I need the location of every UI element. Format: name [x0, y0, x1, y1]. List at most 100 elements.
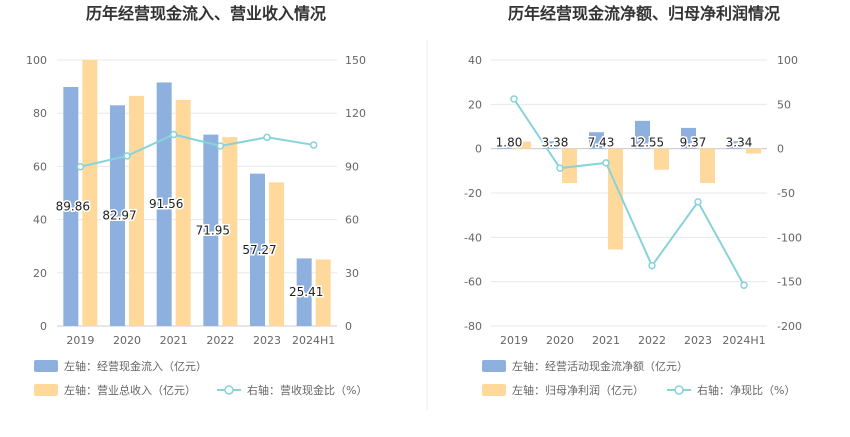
legend-swatch-a [34, 360, 58, 372]
y-right-tick-label: 90 [345, 160, 359, 173]
data-label: 57.27 [242, 243, 276, 257]
data-label: 3.38 [542, 136, 569, 150]
y-left-tick-label: 100 [26, 54, 47, 67]
bar-series-a [110, 105, 125, 326]
bar-series-a [203, 134, 219, 326]
line-point [510, 95, 518, 103]
y-right-tick-label: -50 [777, 187, 795, 200]
legend-label: 左轴：经营现金流入（亿元） [64, 359, 207, 373]
line-point [309, 141, 318, 149]
legend-swatch-b [482, 384, 506, 396]
line-point [648, 261, 656, 270]
line-point [602, 159, 610, 167]
bar-series-a [635, 120, 650, 149]
bar-series-a [497, 144, 512, 149]
y-left-tick-label: -60 [464, 276, 482, 289]
y-left-tick-label: 20 [468, 98, 482, 111]
y-right-tick-label: -150 [777, 276, 802, 289]
x-tick-label: 2023 [684, 334, 712, 347]
legend-label: 左轴：营业总收入（亿元） [64, 383, 196, 397]
legend-swatch-point [224, 385, 234, 395]
bar-series-b [82, 60, 98, 326]
y-left-tick-label: 0 [40, 320, 47, 333]
legend-swatch-point [674, 385, 684, 395]
bar-series-b [516, 141, 531, 149]
y-left-tick-label: 40 [33, 214, 47, 227]
y-right-tick-label: 30 [345, 267, 359, 280]
data-label: 7.43 [588, 136, 615, 150]
chart-title: 历年经营现金流净额、归母净利润情况 [508, 4, 780, 23]
y-right-tick-label: 60 [345, 214, 359, 227]
legend-swatch-b [34, 384, 58, 396]
data-label: 12.55 [630, 136, 664, 150]
legend: 左轴：经营活动现金流净额（亿元） 左轴：归母净利润（亿元） 右轴：净现比（%） [482, 359, 795, 397]
data-label: 3.34 [726, 136, 753, 150]
bar-series-a [681, 127, 696, 149]
y-right-tick-label: 0 [345, 320, 352, 333]
x-tick-label: 2022 [638, 334, 666, 347]
bar-series-a [250, 173, 265, 326]
bar-series-b [746, 148, 761, 154]
line-point [263, 133, 271, 142]
x-tick-label: 2021 [592, 334, 620, 347]
line-point [76, 163, 85, 171]
line-point [216, 142, 225, 150]
bar-series-b [175, 99, 191, 327]
bar-series-a [156, 82, 172, 326]
data-label: 82.97 [102, 209, 136, 223]
line-point [556, 164, 564, 172]
line-point [740, 281, 748, 289]
x-tick-label: 2020 [546, 334, 574, 347]
series-line [80, 133, 314, 168]
data-label: 91.56 [149, 197, 183, 211]
data-label: 1.80 [496, 136, 523, 150]
data-label: 9.37 [680, 136, 707, 150]
x-tick-label: 2022 [206, 334, 234, 347]
y-right-tick-label: 150 [345, 54, 366, 67]
line-point [123, 152, 131, 160]
y-right-tick-label: -100 [777, 231, 802, 244]
y-right-tick-label: 120 [345, 107, 366, 120]
bar-series-b [315, 259, 331, 326]
x-tick-label: 2024H1 [722, 334, 765, 347]
legend-label: 左轴：归母净利润（亿元） [512, 383, 644, 397]
y-left-tick-label: 40 [468, 54, 482, 67]
bar-series-a [296, 258, 312, 326]
x-tick-label: 2023 [253, 334, 281, 347]
y-left-tick-label: 0 [475, 143, 482, 156]
data-label: 89.86 [56, 199, 90, 213]
x-tick-label: 2021 [160, 334, 188, 347]
y-right-tick-label: 100 [777, 54, 798, 67]
bar-series-a [543, 141, 558, 149]
x-tick-label: 2020 [113, 334, 141, 347]
bar-series-b [269, 182, 284, 326]
legend-swatch-a [482, 360, 506, 372]
bar-series-b [562, 148, 577, 184]
chart-title: 历年经营现金流入、营业收入情况 [86, 4, 326, 23]
legend: 左轴：经营现金流入（亿元） 左轴：营业总收入（亿元） 右轴：营收现金比（%） [34, 359, 367, 397]
bar-series-b [608, 148, 623, 250]
x-tick-label: 2019 [66, 334, 94, 347]
legend-label: 左轴：经营活动现金流净额（亿元） [512, 359, 688, 373]
y-left-tick-label: -20 [464, 187, 482, 200]
bar-series-b [700, 148, 715, 184]
data-label: 71.95 [196, 223, 230, 237]
data-label: 25.41 [289, 285, 323, 299]
line-point [694, 198, 702, 206]
chart-2: 历年经营现金流净额、归母净利润情况-80-60-40-2002040-200-1… [464, 4, 802, 397]
y-left-tick-label: 80 [33, 107, 47, 120]
chart-1: 历年经营现金流入、营业收入情况 0 20 40 60 80 100 0 30 60 90 120 150… [26, 4, 367, 397]
bar-series-a [63, 86, 79, 326]
line-point [169, 130, 178, 139]
bar-series-b [654, 148, 669, 170]
legend-label: 右轴：营收现金比（%） [247, 383, 367, 397]
bar-series-b [222, 137, 238, 326]
legend-label: 右轴：净现比（%） [697, 383, 795, 397]
y-left-tick-label: -80 [464, 320, 482, 333]
y-left-tick-label: -40 [464, 231, 482, 244]
y-right-tick-label: 0 [777, 143, 784, 156]
x-tick-label: 2024H1 [292, 334, 335, 347]
series-line [513, 98, 745, 286]
